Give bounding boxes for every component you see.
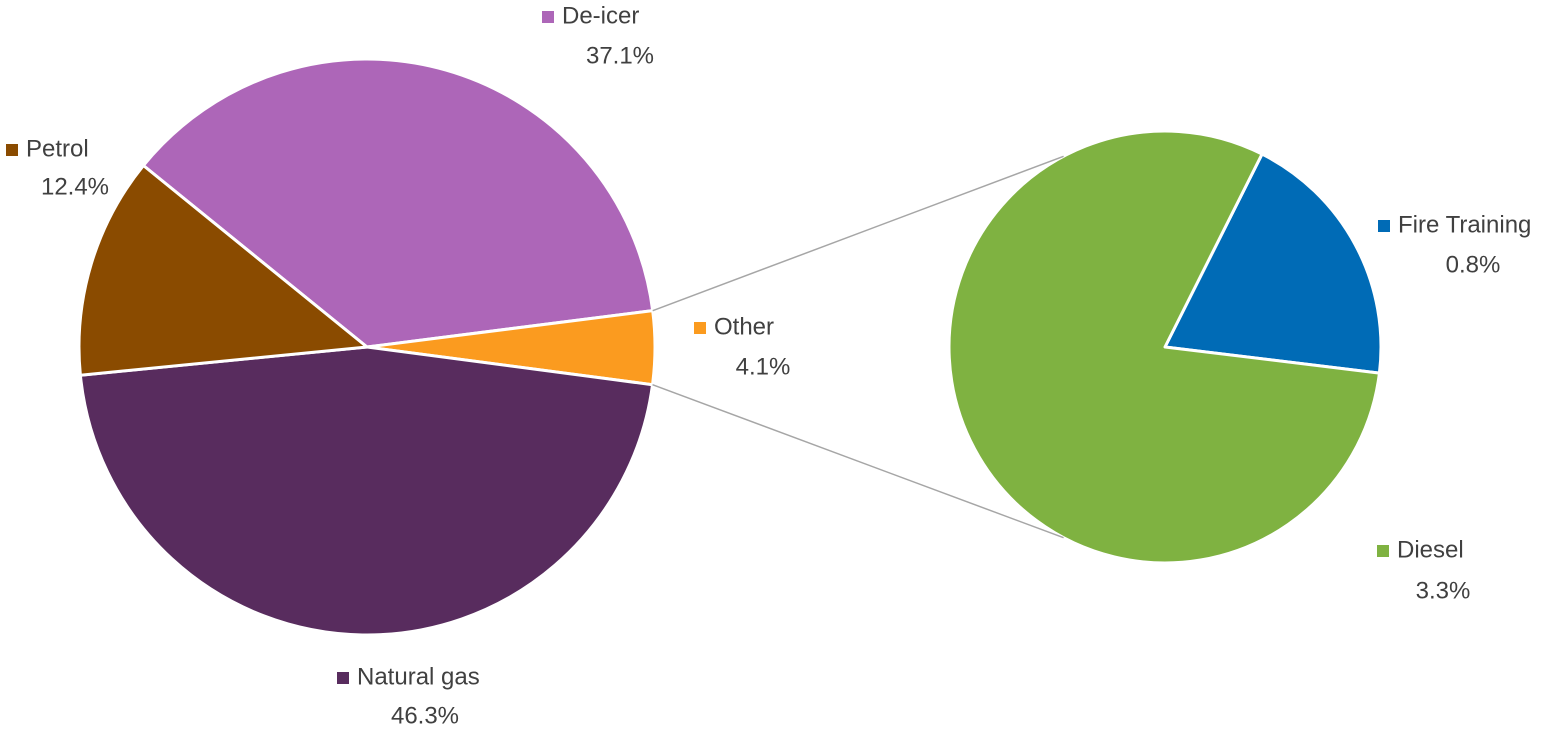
value-label: 4.1%: [736, 353, 791, 380]
legend-swatch: [6, 144, 18, 156]
pie-slice: [141, 57, 655, 349]
legend-swatch: [337, 672, 349, 684]
value-label: 12.4%: [41, 173, 109, 200]
value-label: 37.1%: [586, 42, 654, 69]
category-label: Natural gas: [357, 663, 480, 690]
legend-swatch: [542, 11, 554, 23]
value-label: 3.3%: [1416, 577, 1471, 604]
category-label: Diesel: [1397, 536, 1464, 563]
value-label: 0.8%: [1446, 251, 1501, 278]
pie-slice: [1163, 152, 1383, 375]
legend-swatch: [1377, 545, 1389, 557]
pie-slice: [78, 345, 655, 637]
pie-slice: [947, 129, 1381, 565]
legend-swatch: [694, 322, 706, 334]
legend-swatch: [1378, 220, 1390, 232]
connector-line: [652, 384, 1064, 539]
value-label: 46.3%: [391, 702, 459, 729]
connector-line: [652, 155, 1064, 312]
category-label: De-icer: [562, 2, 639, 29]
category-label: Other: [714, 313, 774, 340]
category-label: Fire Training: [1398, 211, 1531, 238]
pie-slice: [77, 164, 369, 377]
category-label: Petrol: [26, 135, 89, 162]
